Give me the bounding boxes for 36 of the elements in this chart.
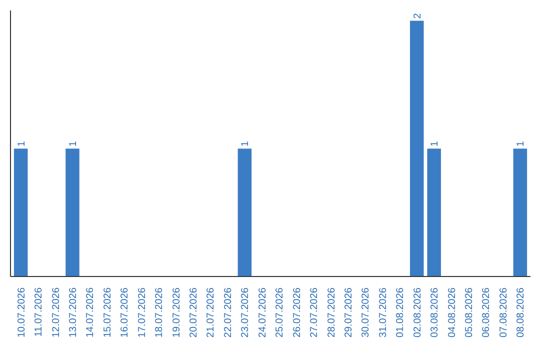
data-label: 1	[516, 140, 527, 147]
x-tick-label: 21.07.2026	[206, 287, 217, 338]
x-tick-label: 22.07.2026	[222, 287, 234, 338]
x-tick-label: 18.07.2026	[154, 287, 166, 338]
data-label: 2	[412, 12, 424, 19]
x-tick-label: 26.07.2026	[292, 287, 303, 338]
x-tick-label: 16.07.2026	[120, 287, 131, 338]
x-tick-label: 17.07.2026	[136, 287, 148, 338]
x-tick-label: 01.08.2026	[395, 287, 406, 338]
data-label: 1	[16, 140, 28, 147]
x-tick-label: 08.08.2026	[516, 287, 527, 338]
x-tick-label: 28.07.2026	[326, 287, 338, 338]
x-tick-label: 11.07.2026	[34, 287, 45, 337]
x-tick-label: 31.07.2026	[378, 287, 389, 338]
x-tick-label: 14.07.2026	[85, 287, 96, 338]
data-label: 1	[430, 140, 441, 147]
x-tick-label: 25.07.2026	[274, 287, 286, 338]
data-label: 1	[240, 140, 252, 147]
x-tick-label: 23.07.2026	[240, 287, 252, 338]
x-tick-label: 29.07.2026	[343, 287, 354, 338]
x-tick-label: 12.07.2026	[50, 287, 62, 338]
x-tick-label: 30.07.2026	[360, 287, 372, 338]
x-tick-label: 02.08.2026	[412, 287, 424, 338]
x-tick-label: 24.07.2026	[257, 287, 268, 338]
x-tick-label: 03.08.2026	[430, 287, 441, 338]
x-tick-label: 07.08.2026	[498, 287, 510, 338]
data-label: 1	[68, 140, 79, 147]
x-tick-label: 13.07.2026	[68, 287, 79, 338]
x-tick-label: 20.07.2026	[188, 287, 200, 338]
x-tick-label: 05.08.2026	[464, 287, 476, 338]
x-tick-label: 19.07.2026	[171, 287, 182, 338]
x-tick-label: 06.08.2026	[481, 287, 492, 338]
x-tick-label: 04.08.2026	[446, 287, 458, 338]
x-tick-label: 15.07.2026	[102, 287, 114, 338]
x-tick-label: 27.07.2026	[309, 287, 320, 338]
x-tick-label: 10.07.2026	[16, 287, 28, 338]
